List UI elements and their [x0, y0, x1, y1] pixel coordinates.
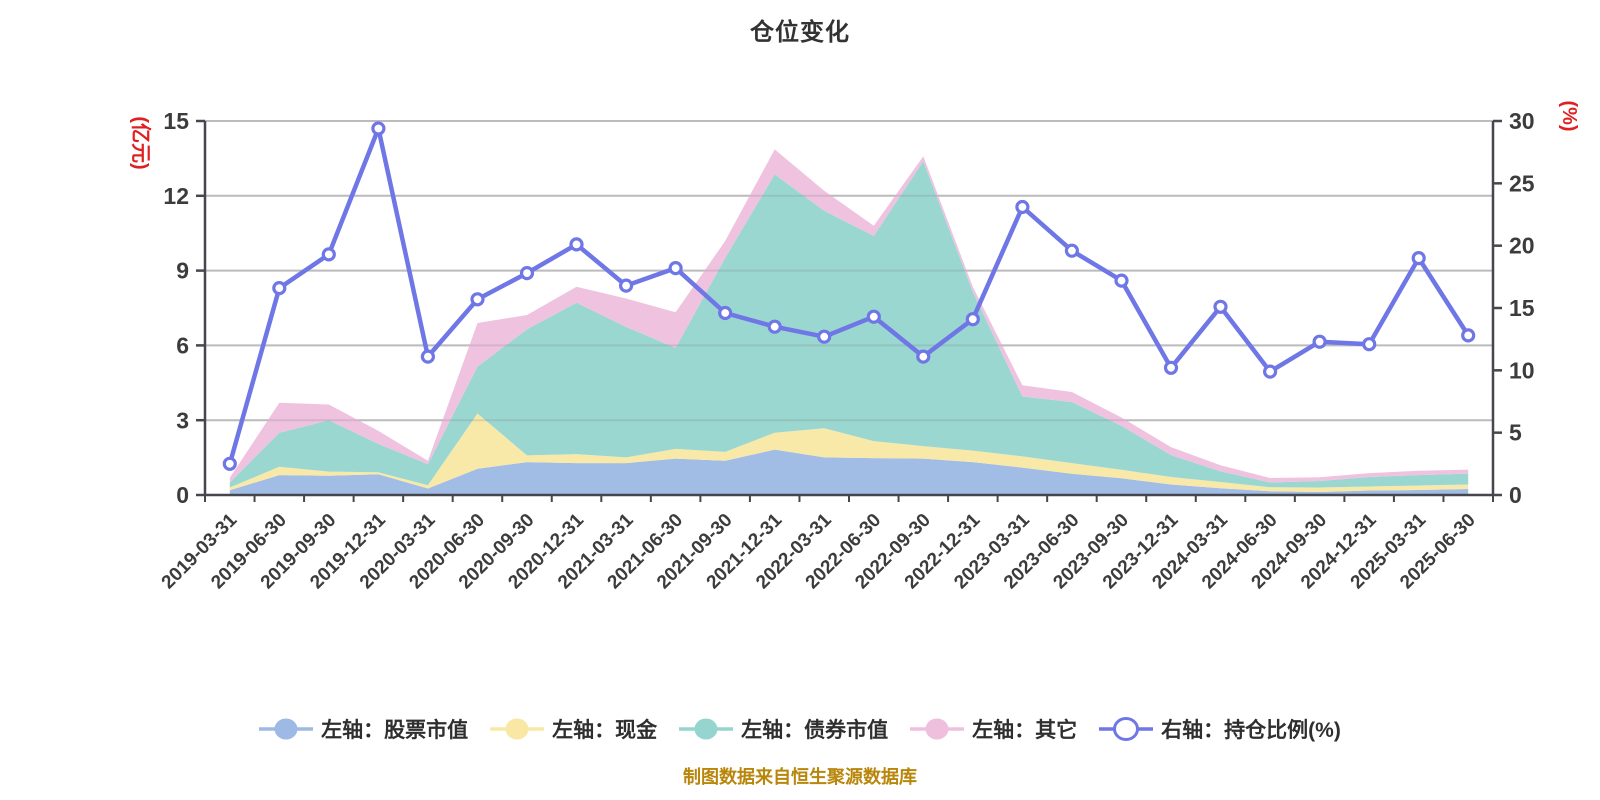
ratio-data-point: [718, 305, 733, 321]
ratio-data-point: [767, 319, 782, 334]
ratio-data-point: [1312, 334, 1327, 349]
gridlines-overlay: [205, 120, 1493, 422]
hollow-circle-line-icon: [1099, 717, 1154, 741]
y-axis-right-tick-label: 15: [1509, 295, 1535, 321]
ratio-data-point: [1461, 328, 1476, 343]
y-axis-right-tick-label: 0: [1509, 482, 1522, 508]
ratio-data-point: [1163, 360, 1179, 375]
y-axis-right-tick-label: 20: [1509, 233, 1535, 259]
y-axis-right-tick-label: 10: [1509, 357, 1535, 383]
y-axis-right-tick-label: 5: [1509, 420, 1522, 446]
y-axis-right-tick-label: 25: [1509, 170, 1535, 196]
ratio-data-point: [222, 456, 237, 471]
ratio-data-point: [321, 247, 336, 262]
data-source-note: 制图数据来自恒生聚源数据库: [683, 767, 917, 787]
legend-item-cash[interactable]: 左轴：现金: [490, 714, 657, 744]
circle-line-icon: [490, 718, 545, 740]
circle-line-icon: [910, 718, 965, 740]
stacked-areas: [229, 149, 1469, 495]
ratio-data-point: [1064, 243, 1080, 258]
ratio-data-point: [817, 329, 832, 344]
area-cash: [229, 413, 1469, 492]
ratio-data-point: [618, 278, 634, 293]
right-axis-name: (%): [1558, 100, 1580, 131]
ratio-polyline: [227, 126, 1471, 467]
legend-item-stock-market-value[interactable]: 左轴：股票市值: [259, 714, 468, 744]
ratio-data-point: [1015, 199, 1030, 215]
legend-label-position-ratio: 右轴：持仓比例(%): [1161, 719, 1341, 742]
circle-line-icon: [679, 718, 734, 740]
ratio-data-point: [371, 121, 386, 136]
position-ratio-line: [222, 121, 1476, 471]
legend-label-bond-market-value: 左轴：债券市值: [741, 719, 889, 742]
legend-item-bond-market-value[interactable]: 左轴：债券市值: [679, 714, 888, 744]
y-axis-left-tick-label: 0: [176, 482, 189, 508]
chart-legend: 左轴：股票市值 左轴：现金 左轴：债券市值 左轴：其它 右轴：持仓比例(%): [0, 714, 1600, 744]
legend-item-other[interactable]: 左轴：其它: [910, 714, 1077, 744]
y-axis-left-tick-label: 3: [176, 407, 189, 433]
ratio-data-point: [1262, 364, 1278, 379]
left-axis-name: (亿元): [129, 116, 153, 169]
ratio-data-point: [866, 309, 881, 324]
legend-label-stock-market-value: 左轴：股票市值: [321, 719, 469, 742]
chart-title: 仓位变化: [750, 19, 850, 46]
ratio-data-point: [519, 266, 535, 281]
legend-label-cash: 左轴：现金: [552, 719, 658, 742]
ratio-data-point: [569, 237, 584, 252]
ratio-data-point: [1362, 337, 1377, 352]
legend-label-other: 左轴：其它: [972, 719, 1078, 742]
ratio-data-point: [1411, 251, 1426, 266]
ratio-data-point: [272, 281, 287, 296]
y-axis-right-tick-label: 30: [1509, 108, 1535, 134]
ratio-data-point: [470, 292, 485, 307]
ratio-data-point: [420, 349, 435, 364]
ratio-data-point: [1114, 273, 1129, 288]
y-axis-left-tick-label: 9: [176, 258, 189, 284]
ratio-data-point: [965, 312, 980, 327]
area-other: [229, 149, 1469, 483]
area-stock-market-value: [229, 449, 1469, 495]
y-axis-left-tick-label: 12: [163, 183, 189, 209]
circle-line-icon: [259, 718, 314, 740]
y-axis-left-tick-label: 6: [176, 332, 189, 358]
ratio-data-point: [916, 349, 931, 364]
y-axis-left-tick-label: 15: [163, 108, 189, 134]
legend-item-position-ratio[interactable]: 右轴：持仓比例(%): [1099, 714, 1341, 744]
ratio-data-point: [668, 261, 683, 276]
ratio-data-point: [1213, 299, 1228, 314]
